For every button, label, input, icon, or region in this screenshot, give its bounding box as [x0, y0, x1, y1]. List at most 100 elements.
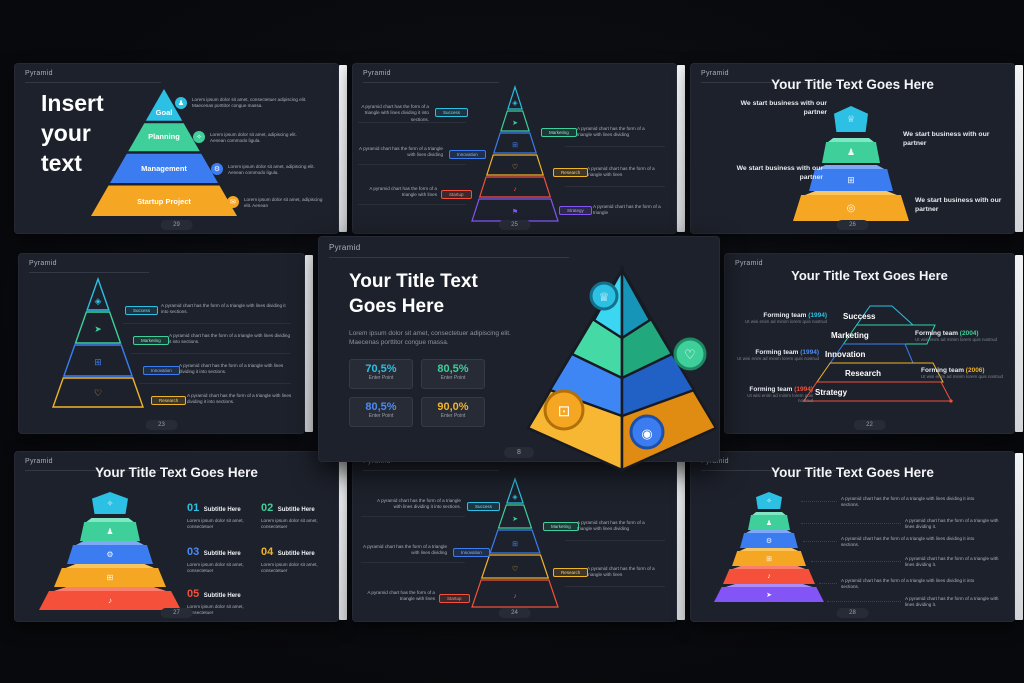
flag-icon: ⚑ [512, 208, 518, 216]
grid-icon: ⊞ [94, 357, 102, 367]
pyramid-tier[interactable]: ♪ [39, 587, 181, 610]
row-badge[interactable]: Marketing [133, 336, 169, 345]
slide-title: Your Title Text Goes Here [791, 268, 948, 283]
pyramid-tier[interactable]: ♕ [834, 106, 868, 132]
numbered-item: 04 Subtitle Here Lorem ipsum dolor sit a… [261, 542, 327, 575]
item-title: Subtitle Here [203, 593, 241, 599]
slide-header: Pyramid [25, 70, 53, 77]
level-label: Innovation [825, 350, 866, 359]
page-number: 25 [498, 220, 531, 230]
list-item: Lorem ipsum dolor sit amet, adipiscing e… [228, 164, 315, 176]
page-number: 28 [836, 608, 869, 618]
pyramid-tier[interactable]: ♪ [723, 566, 815, 584]
pyramid-tier[interactable]: ✧ [756, 492, 782, 509]
tier-label: Goal [155, 108, 173, 118]
row-badge[interactable]: Innovation [453, 548, 490, 557]
row-badge[interactable]: Research [151, 396, 187, 405]
outline-pyramid: ◈ ➤ ⊞ ♡ ♪ [471, 477, 559, 608]
row-badge[interactable]: Startup [439, 594, 470, 603]
row-badge[interactable]: Startup [441, 190, 472, 199]
pyramid-tier[interactable]: ⊞ [732, 548, 806, 566]
header-underline [701, 82, 837, 83]
stat-label: Enter Point [368, 375, 394, 381]
list-item: Lorem ipsum dolor sit amet, consectetuer… [192, 97, 307, 109]
row-badge[interactable]: Marketing [543, 522, 579, 531]
pyramid-tier[interactable] [91, 185, 237, 216]
idea-icon: ✧ [766, 497, 772, 505]
slide-7[interactable]: Pyramid Your Title Text Goes Here ✧ ♟ ⚙ … [14, 451, 347, 622]
pyramid-tier[interactable]: ⚙ [67, 541, 153, 564]
stat-value: 70,5% [365, 363, 397, 375]
slide-8[interactable]: Pyramid ◈ ➤ ⊞ ♡ ♪ A pyramid chart has th… [352, 451, 685, 622]
row-badge[interactable]: Success [435, 108, 469, 117]
item-number: 04 [261, 546, 274, 558]
pyramid-tier[interactable]: ⚙ [740, 530, 798, 548]
header-underline [29, 272, 149, 273]
headline-line: text [41, 150, 82, 176]
divider [139, 383, 291, 384]
webcam-icon: ◉ [641, 426, 652, 441]
stat-box[interactable]: 90,0% Enter Point [421, 397, 485, 427]
row-badge[interactable]: Research [553, 168, 589, 177]
row-badge[interactable]: Strategy [559, 206, 592, 215]
slide-6[interactable]: Pyramid Your Title Text Goes Here Succes… [724, 253, 1023, 434]
page-edge [677, 65, 685, 232]
annotation-year: (2006) [965, 367, 985, 374]
slide-5-featured[interactable]: Pyramid Your Title Text Goes Here Lorem … [318, 236, 720, 472]
stat-box[interactable]: 80,5% Enter Point [349, 397, 413, 427]
pyramid-tier[interactable]: ♟ [80, 518, 140, 541]
item-desc: Lorem ipsum dolor sit amet, consectetuer [261, 562, 318, 574]
headline: Insert your text [41, 88, 104, 178]
row-badge[interactable]: Success [467, 502, 501, 511]
stat-box[interactable]: 80,5% Enter Point [421, 359, 485, 389]
level-label: Strategy [815, 388, 848, 397]
item-number: 02 [261, 502, 274, 514]
slide-9[interactable]: Pyramid Your Title Text Goes Here ✧ ♟ ⚙ … [690, 451, 1023, 622]
mic-icon: ♪ [513, 593, 517, 600]
user-icon: ♟ [175, 97, 187, 109]
page-number: 26 [836, 220, 869, 230]
pyramid-tier[interactable]: ⊞ [54, 564, 166, 587]
page-edge [677, 453, 685, 620]
pyramid-tier[interactable]: ◎ [793, 191, 909, 221]
subtitle-line: Lorem ipsum dolor sit amet, consectetuer… [349, 330, 511, 337]
pyramid-tier[interactable]: ♟ [822, 138, 880, 163]
annotation-title: Forming team [915, 330, 958, 337]
pyramid-tier[interactable] [109, 153, 219, 183]
row-text: A pyramid chart has the form of a triang… [169, 333, 291, 345]
grid-icon: ⊞ [512, 142, 518, 149]
subtitle-line: Maecenas porttitor congue massa. [349, 339, 449, 346]
badge-circle[interactable] [543, 389, 585, 431]
outline-pyramid: ◈ ➤ ⊞ ♡ ♪ ⚑ [471, 85, 559, 222]
header-underline [363, 82, 499, 83]
glyph: ♟ [177, 100, 185, 107]
row-badge[interactable]: Innovation [143, 366, 180, 375]
pyramid-tier[interactable]: ⊞ [809, 165, 893, 191]
tier-label: Planning [148, 132, 180, 142]
slide-1[interactable]: Pyramid Insert your text Goal Planning M… [14, 63, 347, 234]
pyramid-tier[interactable]: ➤ [714, 584, 824, 602]
annotation-year: (1994) [794, 386, 813, 393]
slide-4[interactable]: Pyramid ◈ ➤ ⊞ ♡ Success A pyramid chart … [18, 253, 313, 434]
annotation-title: Forming team [755, 349, 799, 356]
row-badge[interactable]: Research [553, 568, 589, 577]
title-line: Goes Here [349, 296, 445, 317]
pyramid-tier[interactable]: ♟ [748, 512, 790, 530]
slide-header: Pyramid [25, 458, 53, 465]
row-text: A pyramid chart has the form of a triang… [187, 393, 292, 405]
slide-3[interactable]: Pyramid Your Title Text Goes Here ♕ ♟ ⊞ … [690, 63, 1023, 234]
connector [819, 583, 837, 584]
badge-circle[interactable] [673, 337, 707, 371]
row-text: A pyramid chart has the form of a triang… [367, 590, 435, 602]
row-badge[interactable]: Success [125, 306, 159, 315]
glyph: ✧ [196, 134, 202, 141]
pyramid-tier[interactable]: ✧ [92, 492, 128, 514]
row-badge[interactable]: Innovation [449, 150, 486, 159]
stat-box[interactable]: 70,5% Enter Point [349, 359, 413, 389]
row-badge[interactable]: Marketing [541, 128, 577, 137]
badge-circle[interactable] [589, 281, 619, 311]
stat-value: 80,5% [437, 363, 469, 375]
badge-circle[interactable] [629, 414, 665, 450]
numbered-item: 03 Subtitle Here Lorem ipsum dolor sit a… [187, 542, 253, 575]
slide-2[interactable]: Pyramid ◈ ➤ ⊞ ♡ ♪ ⚑ A pyramid chart has … [352, 63, 685, 234]
